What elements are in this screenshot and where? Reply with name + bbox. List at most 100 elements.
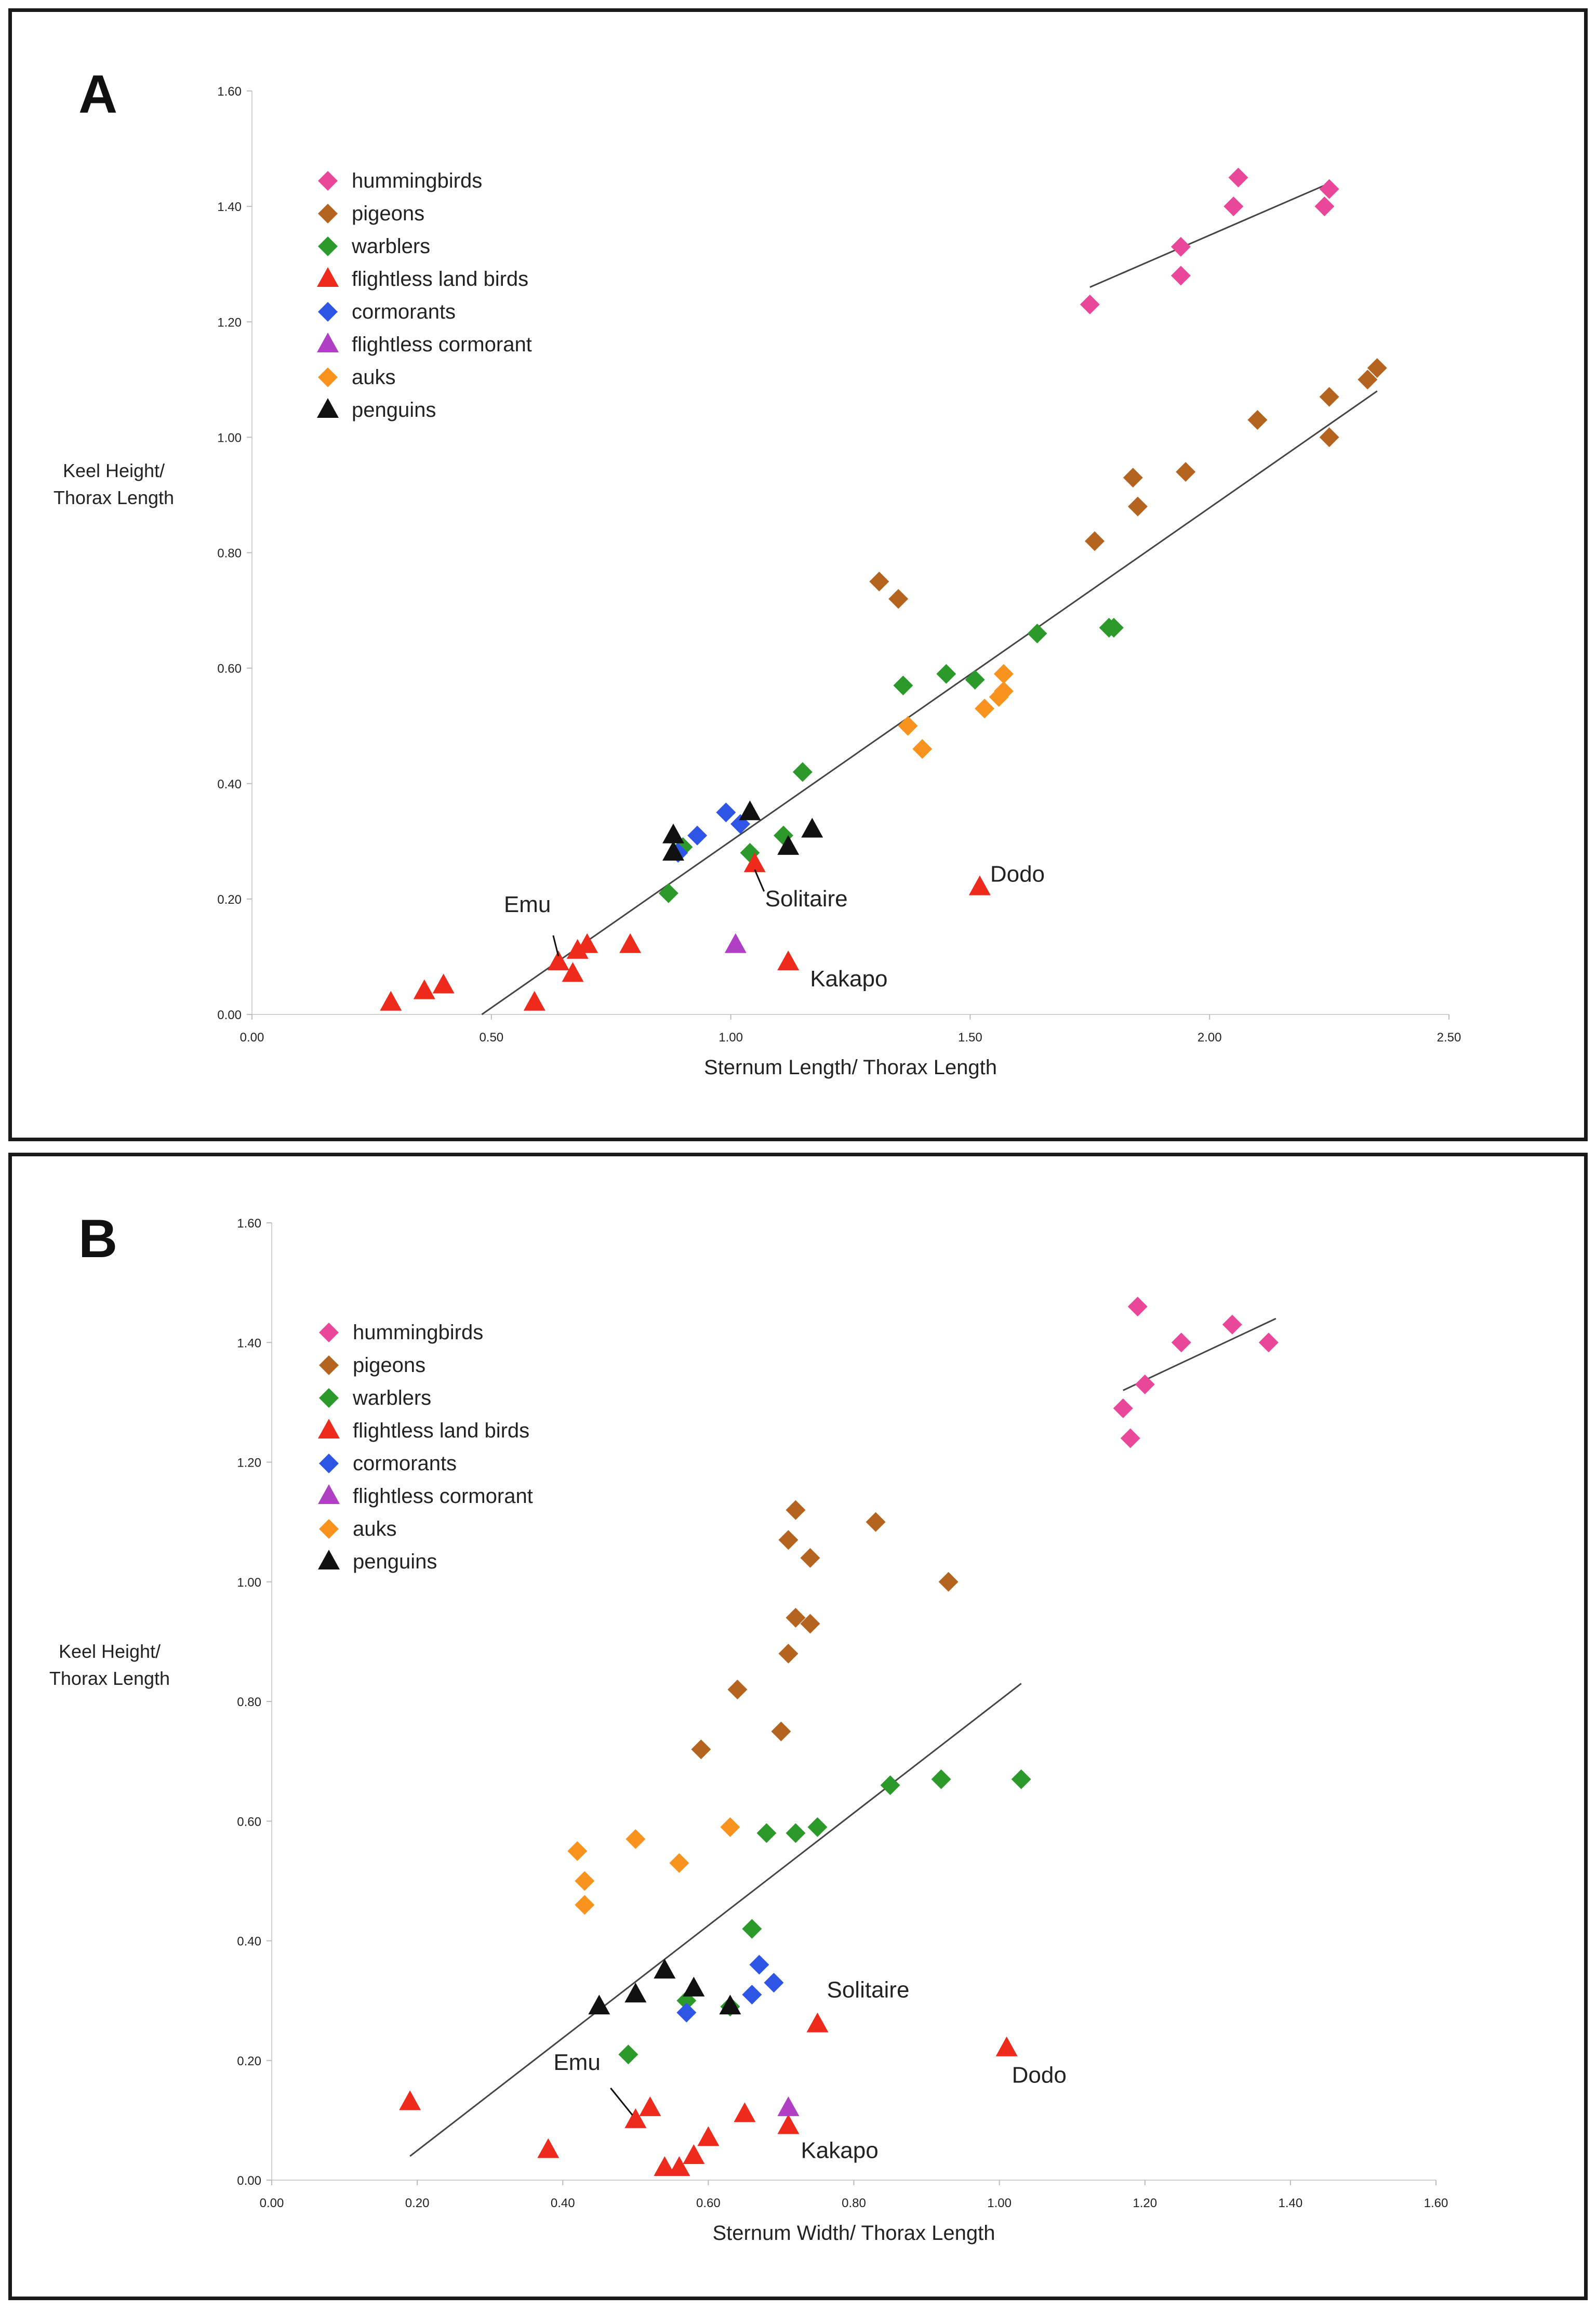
y-tick-label: 0.00 [217,1008,242,1022]
legend-marker [318,204,338,223]
series-pigeons [691,1500,959,1760]
annotation-leader [552,935,560,957]
data-point [1222,1314,1242,1335]
data-point [575,1895,595,1915]
data-point [1027,623,1047,643]
data-point [866,1512,886,1532]
data-point [380,991,402,1011]
x-tick-label: 0.60 [696,2196,721,2210]
y-tick-label: 1.40 [237,1336,261,1350]
x-tick-label: 0.00 [260,2196,284,2210]
legend-label-hummingbirds: hummingbirds [353,1321,483,1344]
x-tick-label: 2.50 [1437,1031,1461,1045]
y-tick-label: 0.80 [237,1695,261,1709]
data-point [537,2138,560,2158]
data-point [975,698,995,719]
data-point [936,664,956,684]
data-point [778,1530,799,1550]
data-point [676,2002,697,2023]
data-point [432,973,455,994]
series-penguins [662,800,823,861]
data-point [719,1995,741,2015]
data-point [743,852,766,873]
data-point [778,1643,799,1664]
data-point [1171,266,1191,286]
data-point [566,939,589,959]
y-tick-label: 0.20 [237,2054,261,2068]
legend-label-cormorants: cormorants [353,1452,457,1475]
data-point [575,1871,595,1891]
annotation-emu: Emu [504,892,551,917]
x-tick-label: 2.00 [1198,1031,1222,1045]
y-axis-title: Thorax Length [49,1668,170,1689]
data-point [1171,1332,1191,1353]
data-point [786,1823,806,1843]
data-point [639,2096,661,2116]
data-point [618,2044,639,2065]
data-point [742,1985,762,2005]
data-point [654,2156,676,2176]
x-tick-label: 1.60 [1424,2196,1448,2210]
data-point [995,2036,1018,2056]
data-point [806,2012,829,2033]
data-point [1080,294,1100,314]
y-tick-label: 0.40 [237,1935,261,1949]
data-point [662,841,685,861]
data-point [777,951,800,971]
data-point [687,825,708,846]
y-tick-label: 0.20 [217,893,242,907]
legend-marker [317,267,339,287]
data-point [624,1983,647,2003]
legend-marker [318,367,338,387]
series-flightless-land-birds [399,2012,1018,2176]
annotation-emu: Emu [553,2050,600,2075]
data-point [756,1823,777,1843]
data-point [691,1739,711,1760]
legend-marker [317,398,339,418]
y-tick-label: 0.00 [237,2174,261,2188]
series-pigeons [869,358,1387,609]
panel-label: B [78,1209,118,1269]
data-point [1319,179,1339,199]
data-point [683,2144,705,2164]
legend-marker [318,1419,340,1439]
y-tick-label: 1.00 [237,1576,261,1590]
annotation-leader [610,2087,633,2116]
legend-marker [319,1355,339,1375]
data-point [800,1548,820,1568]
annotation-solitaire: Solitaire [827,1977,909,2003]
data-point [697,2126,720,2146]
legend-marker [318,236,338,256]
legend-label-hummingbirds: hummingbirds [352,169,482,192]
data-point [523,991,546,1011]
data-point [1247,410,1268,430]
data-point [965,669,985,690]
series-warblers [658,617,1124,903]
data-point [1358,370,1378,390]
x-tick-label: 1.20 [1133,2196,1157,2210]
series-auks [567,1817,740,1915]
series-penguins [588,1959,741,2015]
data-point [777,2096,800,2116]
data-point [880,1775,900,1796]
legend-label-penguins: penguins [352,399,436,421]
x-tick-label: 1.50 [958,1031,982,1045]
data-point [668,2156,690,2176]
annotation-dodo: Dodo [990,862,1045,887]
series-hummingbirds [1113,1297,1279,1448]
data-point [399,2090,421,2110]
legend-marker [319,1388,339,1408]
data-point [993,681,1014,702]
data-point [724,933,747,953]
legend-label-flightless-cormorant: flightless cormorant [352,333,532,356]
data-point [720,1817,740,1837]
legend-label-auks: auks [353,1518,397,1540]
y-tick-label: 1.20 [237,1456,261,1470]
legend-marker [319,1519,339,1539]
y-tick-label: 1.60 [237,1217,261,1231]
legend-label-warblers: warblers [351,235,430,258]
legend-marker [318,171,338,191]
data-point [1123,468,1143,488]
data-point [1171,236,1191,257]
data-point [931,1769,951,1789]
